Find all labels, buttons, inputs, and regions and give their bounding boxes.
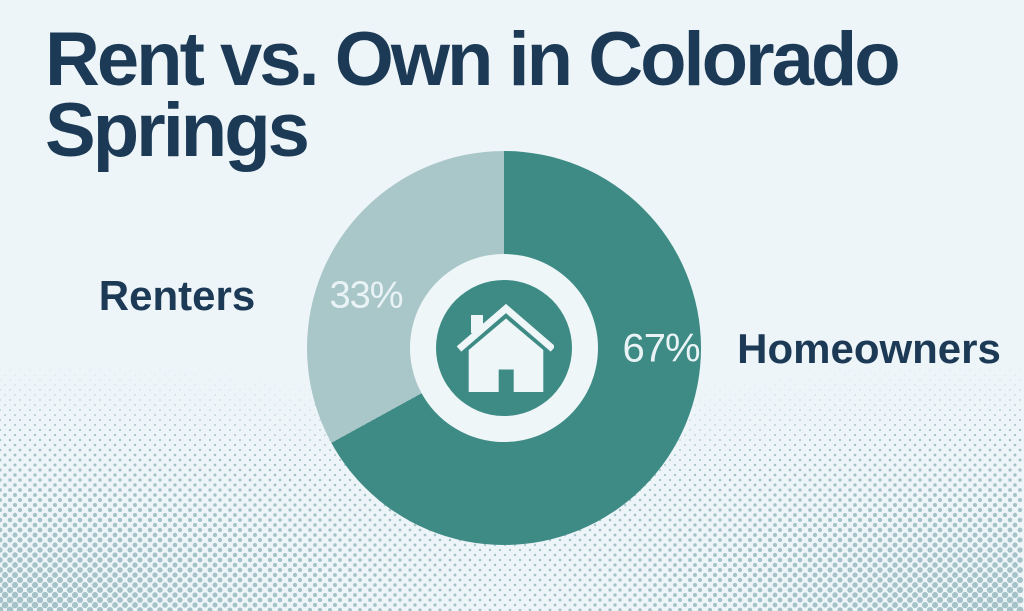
- renters-category-label: Renters: [98, 272, 256, 319]
- house-icon: [456, 303, 554, 392]
- homeowners-percent-label: 67%: [622, 326, 700, 371]
- renters-percent-label: 33%: [329, 274, 403, 317]
- homeowners-category-label: Homeowners: [737, 325, 1001, 372]
- chart-title: Rent vs. Own in Colorado Springs: [45, 17, 901, 173]
